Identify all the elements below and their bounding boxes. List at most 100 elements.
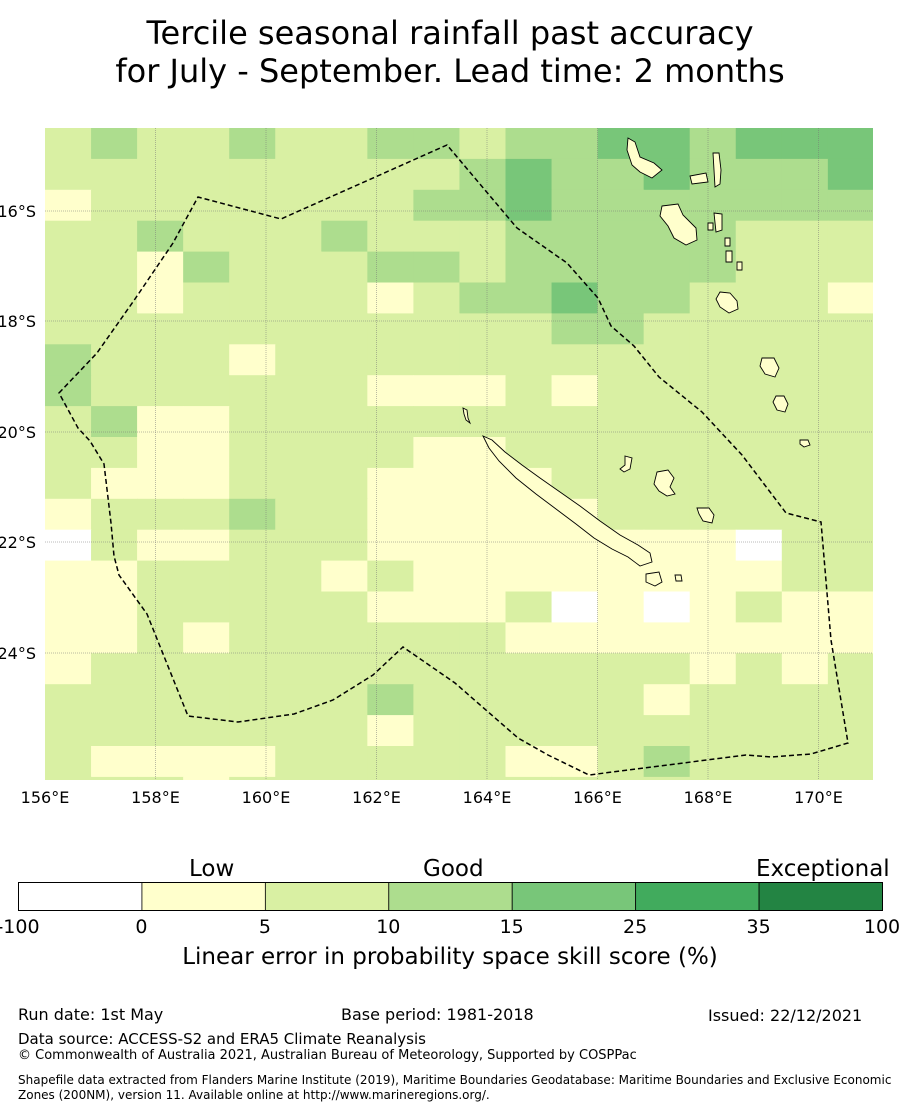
skill-cell	[229, 622, 276, 654]
skill-cell	[183, 529, 230, 562]
skill-cell	[689, 622, 737, 654]
skill-cell	[413, 467, 461, 500]
skill-cell	[505, 313, 553, 345]
vanuatu-island-outline	[689, 172, 709, 185]
skill-cell	[367, 746, 414, 778]
skill-cell	[275, 437, 322, 469]
skill-cell	[689, 560, 737, 593]
skill-cell	[183, 746, 230, 778]
skill-cell	[183, 684, 230, 716]
skill-cell	[275, 158, 322, 191]
skill-cell	[505, 591, 553, 623]
skill-cell	[321, 313, 368, 345]
skill-cell	[459, 313, 507, 345]
skill-cell	[551, 406, 599, 438]
skill-cell	[321, 128, 368, 160]
skill-cell	[459, 344, 507, 376]
skill-cell	[597, 776, 645, 780]
skill-cell	[183, 251, 230, 284]
skill-cell	[735, 560, 783, 593]
skill-cell	[597, 560, 645, 593]
skill-cell	[781, 375, 829, 407]
skill-cell	[551, 746, 599, 778]
skill-cell	[689, 591, 737, 623]
skill-cell	[321, 746, 368, 778]
skill-cell	[413, 776, 461, 780]
skill-cell	[367, 282, 414, 314]
skill-cell	[91, 498, 138, 531]
skill-cell	[45, 189, 92, 222]
skill-cell	[137, 375, 184, 407]
skill-cell	[781, 467, 829, 500]
legend-exceptional-label: Exceptional	[756, 856, 890, 882]
skill-cell	[459, 220, 507, 253]
skill-cell	[183, 406, 230, 438]
vanuatu-island-outline	[715, 291, 739, 314]
skill-cell	[597, 251, 645, 284]
colorbar-swatch	[264, 882, 390, 911]
skill-cell	[413, 375, 461, 407]
vanuatu-island-outline	[626, 137, 663, 179]
skill-cell	[367, 684, 414, 716]
skill-cell	[45, 344, 92, 376]
skill-cell	[551, 220, 599, 253]
skill-cell	[597, 437, 645, 469]
skill-cell	[367, 467, 414, 500]
skill-cell	[597, 189, 645, 222]
skill-cell	[321, 437, 368, 469]
skill-cell	[551, 437, 599, 469]
copyright: © Commonwealth of Australia 2021, Austra…	[18, 1048, 637, 1063]
skill-cell	[137, 282, 184, 314]
skill-cell	[551, 653, 599, 685]
colorbar: -100 0 5 10 15 25 35 100	[0, 882, 900, 938]
skill-cell	[551, 158, 599, 191]
skill-cell	[229, 375, 276, 407]
graticule	[45, 128, 873, 780]
skill-cell	[45, 251, 92, 284]
skill-cell	[321, 715, 368, 747]
skill-cell	[551, 684, 599, 716]
skill-cell	[321, 251, 368, 284]
skill-cell	[321, 529, 368, 562]
shapefile-credit: Shapefile data extracted from Flanders M…	[18, 1073, 892, 1102]
skill-cell	[689, 653, 737, 685]
colorbar-tick: 5	[259, 916, 271, 938]
skill-cell	[459, 375, 507, 407]
skill-cell	[91, 375, 138, 407]
skill-cell	[91, 220, 138, 253]
skill-cell	[137, 313, 184, 345]
skill-cell	[183, 622, 230, 654]
skill-cell	[413, 622, 461, 654]
colorbar-swatch	[388, 882, 513, 911]
skill-cell	[45, 776, 92, 780]
skill-cell	[781, 220, 829, 253]
skill-cell	[91, 128, 138, 160]
skill-cell	[91, 158, 138, 191]
skill-cell	[643, 746, 691, 778]
skill-cell	[183, 128, 230, 160]
skill-cell	[735, 684, 783, 716]
skill-cell	[689, 406, 737, 438]
skill-map: 156°E 158°E 160°E 162°E 164°E 166°E 168°…	[0, 128, 873, 807]
skill-cell	[137, 128, 184, 160]
skill-cell	[459, 715, 507, 747]
run-date: Run date: 1st May	[18, 1005, 164, 1024]
skill-cell	[137, 591, 184, 623]
skill-cell	[781, 684, 829, 716]
skill-cell	[551, 776, 599, 780]
skill-cell	[505, 776, 553, 780]
skill-cell	[137, 653, 184, 685]
skill-cell	[229, 128, 276, 160]
skill-cell	[735, 282, 783, 314]
skill-cell	[781, 344, 829, 376]
island-outline	[799, 439, 811, 448]
skill-cell	[827, 498, 873, 531]
skill-cell	[551, 560, 599, 593]
skill-cell	[781, 715, 829, 747]
skill-cell	[183, 653, 230, 685]
skill-cell	[321, 560, 368, 593]
lon-label: 170°E	[794, 788, 843, 807]
skill-cell	[413, 313, 461, 345]
skill-cell	[413, 529, 461, 562]
skill-cell	[275, 560, 322, 593]
